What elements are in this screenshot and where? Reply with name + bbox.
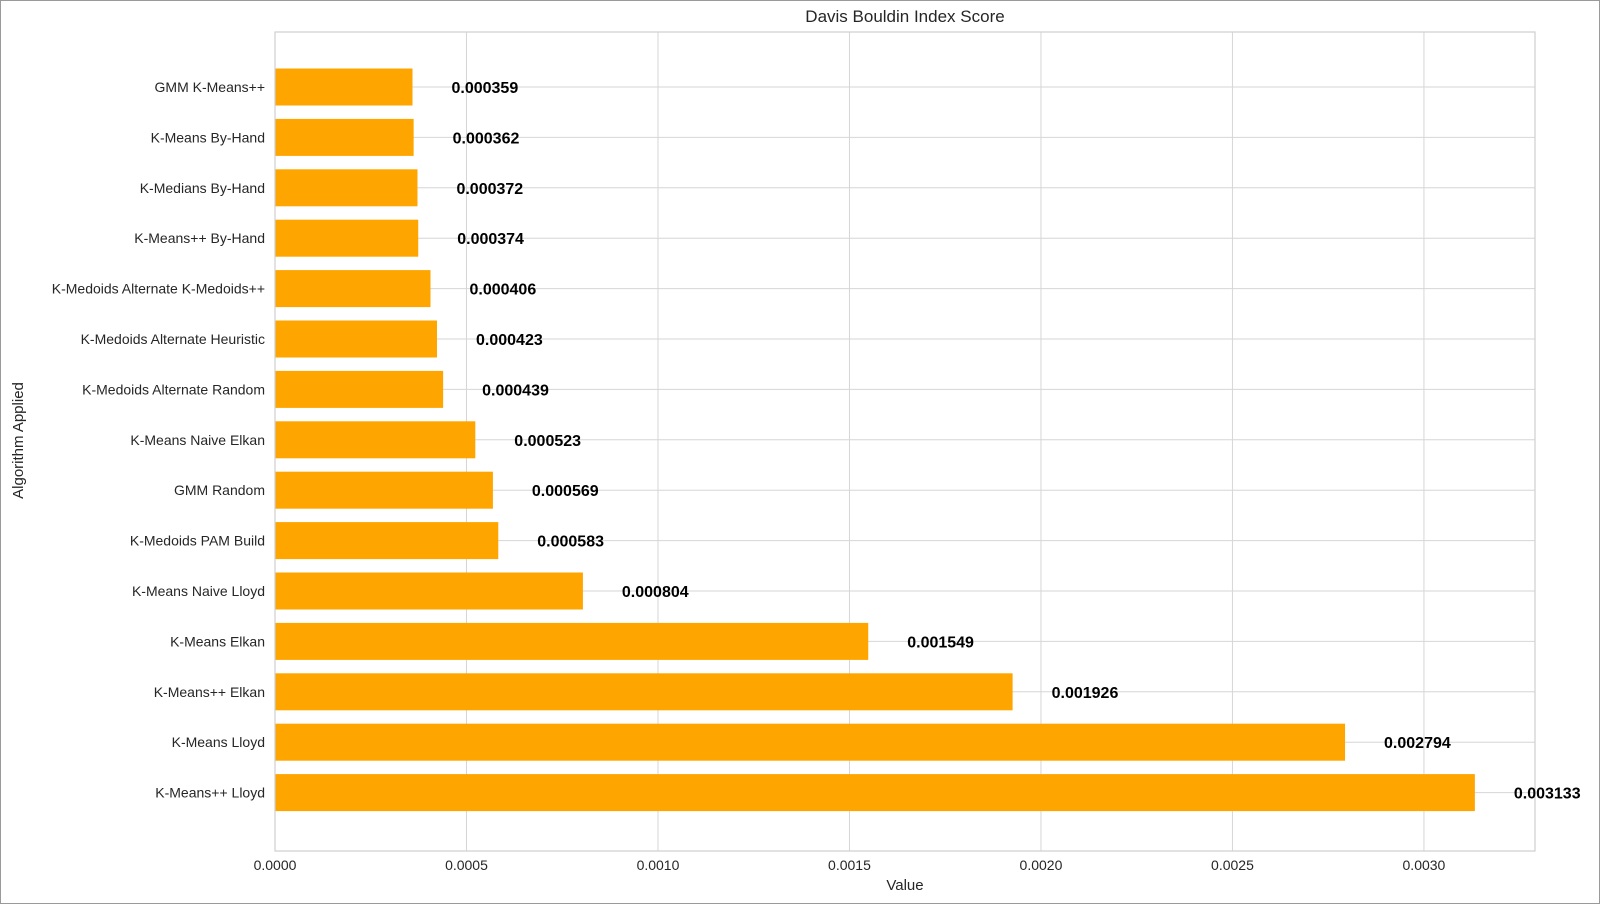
category-label: K-Medoids PAM Build — [130, 533, 265, 549]
bar — [275, 219, 419, 257]
category-label: K-Medoids Alternate K-Medoids++ — [52, 281, 265, 297]
category-label: K-Means Naive Elkan — [130, 432, 265, 448]
value-label: 0.000372 — [456, 181, 523, 198]
x-tick-label: 0.0000 — [254, 857, 297, 873]
x-tick-label: 0.0010 — [637, 857, 680, 873]
bar — [275, 270, 431, 308]
bar — [275, 471, 493, 509]
bar — [275, 169, 418, 207]
x-tick-label: 0.0025 — [1211, 857, 1254, 873]
category-label: K-Means++ Elkan — [154, 684, 265, 700]
y-axis-label: Algorithm Applied — [10, 382, 27, 499]
bar — [275, 572, 583, 610]
x-axis-label: Value — [886, 877, 923, 894]
bar — [275, 522, 499, 560]
value-label: 0.000406 — [469, 282, 536, 299]
category-label: K-Medians By-Hand — [140, 180, 265, 196]
value-label: 0.000439 — [482, 382, 549, 399]
bar — [275, 774, 1475, 812]
category-label: K-Means Elkan — [170, 633, 265, 649]
x-tick-label: 0.0020 — [1020, 857, 1063, 873]
value-label: 0.000362 — [453, 130, 520, 147]
x-tick-label: 0.0030 — [1403, 857, 1446, 873]
bars — [275, 68, 1475, 812]
category-label: K-Means By-Hand — [151, 129, 265, 145]
bar — [275, 673, 1013, 711]
value-label: 0.000374 — [457, 231, 524, 248]
bar — [275, 622, 869, 660]
bar — [275, 723, 1346, 761]
bar — [275, 421, 476, 459]
value-labels: 0.000359 0.000362 0.000372 0.000374 0.000406… — [451, 80, 1580, 803]
x-tick-labels: 0.0000 0.0005 0.0010 0.0015 0.0020 0.0025 0.00… — [254, 857, 1446, 873]
category-label: K-Means++ Lloyd — [155, 785, 265, 801]
value-label: 0.003133 — [1514, 786, 1581, 803]
value-label: 0.001549 — [907, 634, 974, 651]
bar — [275, 320, 437, 358]
value-label: 0.000804 — [622, 584, 689, 601]
value-label: 0.002794 — [1384, 735, 1451, 752]
value-label: 0.000423 — [476, 332, 543, 349]
value-label: 0.000359 — [451, 80, 518, 97]
value-label: 0.000523 — [514, 433, 581, 450]
category-label: K-Means Lloyd — [172, 734, 265, 750]
category-labels: GMM K-Means++ K-Means By-Hand K-Medians By… — [52, 79, 265, 801]
category-label: K-Means Naive Lloyd — [132, 583, 265, 599]
bar — [275, 370, 444, 408]
category-label: GMM Random — [174, 482, 265, 498]
value-label: 0.000583 — [537, 534, 604, 551]
category-label: GMM K-Means++ — [155, 79, 265, 95]
chart-title: Davis Bouldin Index Score — [805, 7, 1004, 26]
bar — [275, 68, 413, 106]
x-tick-label: 0.0015 — [828, 857, 871, 873]
x-tick-label: 0.0005 — [445, 857, 488, 873]
category-label: K-Medoids Alternate Heuristic — [81, 331, 265, 347]
bar — [275, 118, 414, 156]
value-label: 0.000569 — [532, 483, 599, 500]
value-label: 0.001926 — [1052, 685, 1119, 702]
category-label: K-Means++ By-Hand — [134, 230, 265, 246]
category-label: K-Medoids Alternate Random — [82, 381, 265, 397]
plot-area — [274, 31, 1536, 852]
